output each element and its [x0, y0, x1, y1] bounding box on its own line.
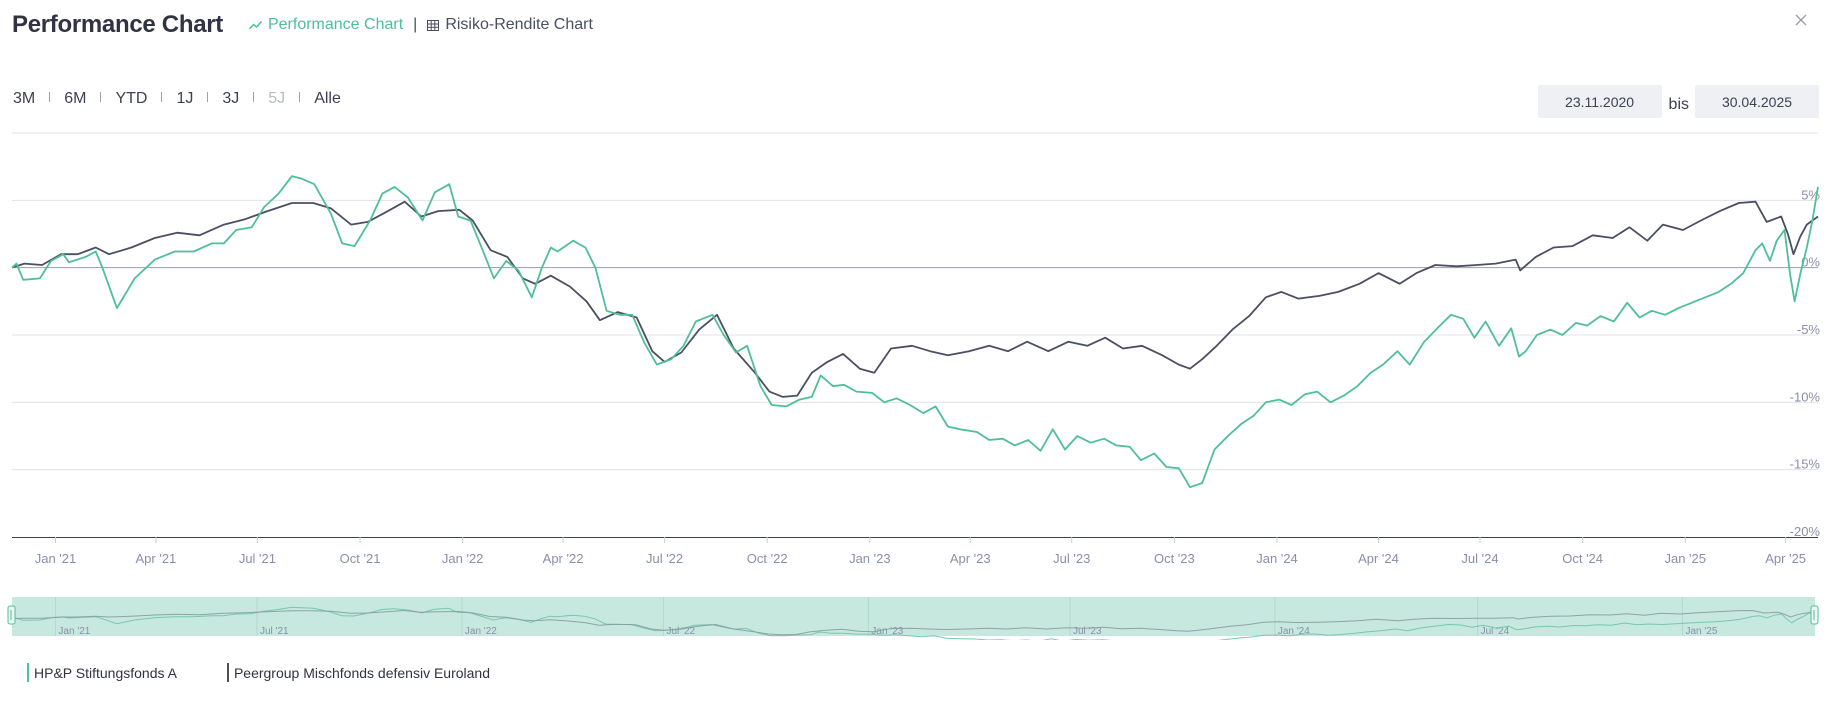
x-tick-label: Oct '21 — [340, 551, 381, 566]
series-line-fund — [11, 175, 1819, 489]
range-selector: 3M 6M YTD 1J 3J 5J Alle — [13, 90, 341, 108]
navigator-tick-label: Jan '22 — [465, 626, 497, 637]
x-tick-label: Apr '24 — [1358, 551, 1399, 566]
x-tick-label: Jan '25 — [1664, 551, 1706, 566]
navigator-tick-label: Jul '23 — [1073, 626, 1102, 637]
x-tick-label: Apr '23 — [950, 551, 991, 566]
navigator-selection — [12, 597, 1815, 636]
close-icon[interactable] — [1793, 12, 1809, 28]
performance-chart: Jan '21 Apr '21 Jul '21 Oct '21 Jan '22 Apr '… — [7, 132, 1821, 640]
range-button-3m[interactable]: 3M — [13, 90, 36, 107]
range-separator — [100, 92, 102, 102]
x-tick-label: Jul '24 — [1461, 551, 1498, 566]
x-tick-label: Oct '23 — [1154, 551, 1195, 566]
navigator-tick-label: Jan '24 — [1278, 626, 1310, 637]
tab-performance-label: Performance Chart — [267, 16, 404, 33]
legend-item-fund[interactable]: HP&P Stiftungsfonds A — [27, 663, 177, 682]
x-tick-label: Jan '23 — [849, 551, 891, 566]
series-line-peergroup — [11, 200, 1819, 398]
range-separator — [253, 92, 255, 102]
x-tick-label: Oct '24 — [1562, 551, 1603, 566]
range-button-ytd[interactable]: YTD — [115, 90, 148, 107]
legend-label: HP&P Stiftungsfonds A — [34, 664, 177, 681]
x-tick-label: Oct '22 — [747, 551, 788, 566]
tab-separator: | — [413, 16, 418, 33]
x-tick-label: Jul '21 — [239, 551, 276, 566]
date-range-separator: bis — [1668, 95, 1689, 113]
tab-risk-return-chart[interactable]: Risiko-Rendite Chart — [427, 16, 593, 34]
x-tick-label: Jan '24 — [1256, 551, 1298, 566]
range-button-3j[interactable]: 3J — [222, 90, 240, 107]
range-button-5j: 5J — [268, 90, 286, 107]
navigator-series-line — [11, 609, 1816, 636]
date-from-input[interactable] — [1537, 85, 1662, 118]
navigator-tick-label: Jan '21 — [58, 626, 90, 637]
y-tick-label: -5% — [1797, 322, 1821, 337]
navigator-tick-label: Jul '22 — [666, 626, 695, 637]
x-tick-label: Apr '25 — [1765, 551, 1806, 566]
x-tick-label: Jul '22 — [646, 551, 683, 566]
y-tick-label: 0% — [1801, 255, 1820, 270]
y-tick-label: -15% — [1790, 457, 1821, 472]
x-tick-label: Apr '21 — [136, 551, 177, 566]
date-to-input[interactable] — [1695, 85, 1819, 118]
range-separator — [161, 92, 163, 102]
legend-label: Peergroup Mischfonds defensiv Euroland — [233, 664, 490, 681]
y-tick-label: -20% — [1790, 524, 1821, 539]
date-range-picker: bis — [1537, 85, 1819, 118]
range-button-6m[interactable]: 6M — [64, 90, 87, 107]
range-button-1j[interactable]: 1J — [176, 90, 194, 107]
tab-risk-label: Risiko-Rendite Chart — [445, 16, 593, 33]
legend-swatch — [27, 663, 29, 682]
legend-item-peergroup[interactable]: Peergroup Mischfonds defensiv Euroland — [226, 663, 490, 682]
x-tick-label: Jan '21 — [35, 551, 77, 566]
x-tick-label: Jan '22 — [442, 551, 484, 566]
navigator-series-line — [11, 606, 1816, 640]
page-title: Performance Chart — [12, 11, 223, 38]
navigator-tick-label: Jul '21 — [260, 626, 289, 637]
x-tick-label: Jul '23 — [1053, 551, 1090, 566]
range-button-alle[interactable]: Alle — [314, 90, 341, 107]
y-tick-label: -10% — [1790, 389, 1821, 404]
tab-performance-chart[interactable]: Performance Chart — [248, 16, 404, 34]
legend: HP&P Stiftungsfonds A Peergroup Mischfond… — [27, 663, 540, 682]
table-icon — [427, 19, 440, 31]
range-separator — [49, 92, 51, 102]
range-separator — [207, 92, 209, 102]
header: Performance Chart Performance Chart | Ri… — [12, 10, 593, 40]
navigator-tick-label: Jul '24 — [1481, 626, 1510, 637]
line-chart-icon — [248, 20, 262, 30]
navigator-tick-label: Jan '25 — [1685, 626, 1717, 637]
navigator-tick-label: Jan '23 — [871, 626, 903, 637]
x-tick-label: Apr '22 — [543, 551, 584, 566]
legend-swatch — [226, 663, 229, 682]
range-separator — [299, 92, 301, 102]
